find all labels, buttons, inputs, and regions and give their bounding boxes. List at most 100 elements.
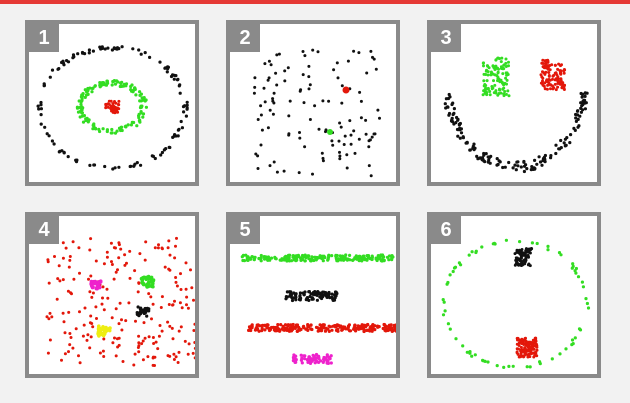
red-point xyxy=(151,336,155,339)
magenta-point xyxy=(322,358,326,363)
black-point xyxy=(517,263,521,267)
green-point xyxy=(141,276,145,280)
black-point xyxy=(321,159,325,163)
black-point xyxy=(530,165,534,169)
black-point xyxy=(507,160,511,165)
green-point xyxy=(139,99,143,103)
black-point xyxy=(43,125,47,129)
red-point xyxy=(389,323,393,327)
red-point xyxy=(147,292,151,296)
red-point xyxy=(193,356,195,360)
black-point xyxy=(287,114,291,118)
black-point xyxy=(66,60,71,64)
black-point xyxy=(45,132,49,136)
black-point xyxy=(52,142,56,146)
black-point xyxy=(533,158,537,162)
black-point xyxy=(263,100,267,104)
black-point xyxy=(66,155,70,159)
red-point xyxy=(174,244,177,248)
green-point xyxy=(550,357,554,361)
red-point xyxy=(554,77,558,81)
black-point xyxy=(364,118,368,122)
green-point xyxy=(490,85,494,88)
green-point xyxy=(283,255,288,260)
green-point xyxy=(586,306,591,310)
red-point xyxy=(89,335,93,339)
red-point xyxy=(90,295,94,299)
red-point xyxy=(114,354,118,358)
red-point xyxy=(67,265,71,269)
green-point xyxy=(498,87,501,91)
panel-number: 3 xyxy=(431,24,461,52)
black-point xyxy=(172,73,176,77)
green-point xyxy=(481,61,485,65)
red-point xyxy=(526,354,530,358)
red-point xyxy=(134,319,137,323)
green-point xyxy=(482,72,486,76)
red-point xyxy=(46,351,50,355)
black-point xyxy=(48,75,52,79)
green-point xyxy=(502,92,506,96)
black-point xyxy=(283,69,287,73)
black-point xyxy=(92,163,96,167)
green-point xyxy=(294,259,298,263)
green-point xyxy=(518,240,522,244)
red-point xyxy=(143,336,147,340)
green-point xyxy=(503,90,507,93)
green-point xyxy=(480,245,484,249)
red-point xyxy=(85,338,89,342)
red-point xyxy=(89,274,93,278)
black-point xyxy=(368,138,372,142)
black-point xyxy=(520,248,524,251)
black-point xyxy=(106,46,110,50)
black-point xyxy=(563,144,567,148)
red-point xyxy=(545,80,549,83)
black-point xyxy=(340,101,344,105)
green-point xyxy=(138,120,142,124)
green-point xyxy=(140,280,144,285)
green-point xyxy=(571,262,575,266)
red-point xyxy=(88,346,92,350)
green-point xyxy=(135,124,139,128)
black-point xyxy=(39,107,43,111)
magenta-point xyxy=(294,360,298,364)
red-point xyxy=(534,351,538,355)
red-point xyxy=(101,285,105,289)
yellow-point xyxy=(97,327,102,332)
magenta-point xyxy=(311,353,315,357)
red-point xyxy=(348,329,353,333)
green-point xyxy=(504,57,508,61)
magenta-point xyxy=(291,359,295,363)
black-point xyxy=(143,51,147,55)
red-point xyxy=(55,297,59,301)
green-point xyxy=(326,257,330,261)
black-point xyxy=(57,67,61,71)
red-point xyxy=(111,102,115,106)
black-point xyxy=(75,158,79,162)
black-point xyxy=(541,157,546,161)
magenta-point xyxy=(303,354,307,358)
green-point xyxy=(581,285,585,289)
red-point xyxy=(157,243,160,247)
red-point xyxy=(184,261,188,265)
black-point xyxy=(168,145,172,150)
green-point xyxy=(242,259,247,263)
green-point xyxy=(323,255,327,260)
green-point xyxy=(490,71,494,75)
red-point xyxy=(309,323,313,327)
black-point xyxy=(579,101,583,105)
green-point xyxy=(86,92,90,96)
red-point xyxy=(548,68,552,72)
green-point xyxy=(146,281,151,286)
green-point xyxy=(140,96,144,100)
red-point xyxy=(87,277,90,281)
black-point xyxy=(540,163,544,167)
black-point xyxy=(147,309,151,313)
green-point xyxy=(150,278,154,283)
red-point xyxy=(88,248,92,252)
red-point xyxy=(111,341,115,345)
black-point xyxy=(321,156,325,160)
black-point xyxy=(324,128,328,132)
red-point xyxy=(172,352,176,356)
black-point xyxy=(307,298,311,302)
